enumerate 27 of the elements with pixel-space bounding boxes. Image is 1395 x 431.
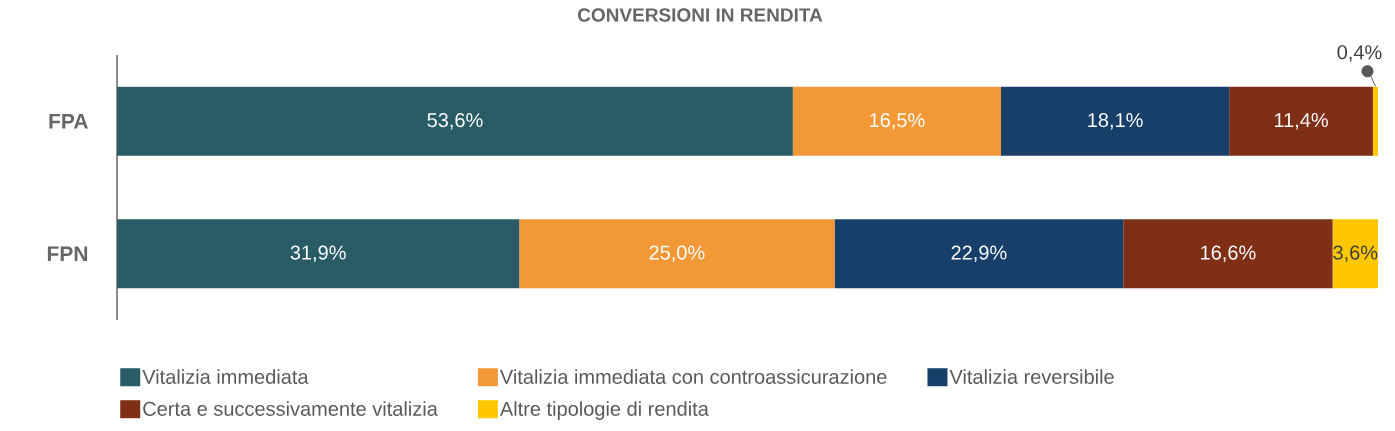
data-label: 0,4% (1337, 45, 1382, 62)
bar (519, 219, 835, 289)
chart-title: CONVERSIONI IN RENDITA (577, 8, 823, 22)
bar (1229, 86, 1373, 156)
bar (792, 86, 1001, 156)
data-label: 16,6% (1201, 245, 1256, 262)
data-label: 11,4% (1274, 113, 1328, 130)
bar (117, 86, 793, 156)
bar (1332, 219, 1378, 289)
data-label: 22,9% (951, 245, 1007, 262)
legend-label: Vitalizia reversibile (949, 369, 1114, 384)
data-label: 53,6% (427, 112, 483, 130)
y-tick-label: FPN (47, 246, 88, 261)
bar (1000, 86, 1230, 156)
legend-label: Vitalizia immediata con controassicurazione (499, 369, 887, 384)
data-label: 25,0% (649, 245, 705, 262)
data-label: 18,1% (1088, 112, 1143, 130)
bar (1123, 219, 1333, 289)
bar (117, 219, 520, 289)
data-label: 3,6% (1333, 245, 1378, 262)
data-label: 31,9% (290, 245, 346, 262)
legend-label: Altre tipologie di rendita (499, 401, 709, 420)
legend-label: Vitalizia immediata (142, 369, 309, 384)
bar (834, 219, 1124, 289)
data-label: 16,5% (870, 112, 925, 130)
y-tick-label: FPA (49, 114, 88, 129)
legend-label: Certa e successivamente vitalizia (143, 401, 438, 416)
